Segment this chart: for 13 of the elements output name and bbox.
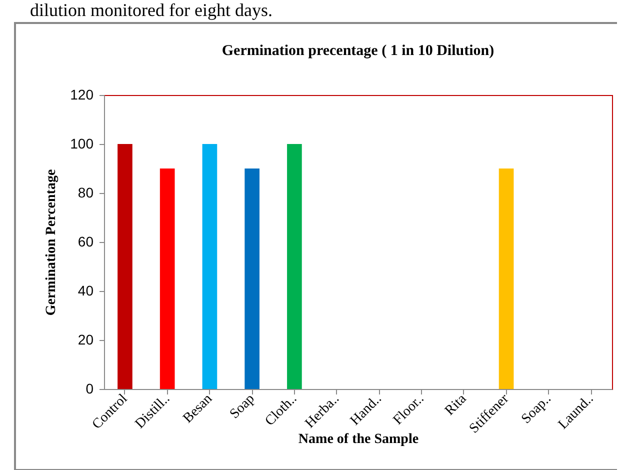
chart-title: Germination precentage ( 1 in 10 Dilution) [222,43,494,59]
y-tick-label: 80 [78,184,94,200]
y-axis-title: Germination Percentage [44,169,60,316]
text: dilution monitored for eight days. [30,0,272,20]
y-tick-label: 20 [78,332,94,348]
x-tick-label: Rita [442,391,470,419]
x-tick-label: Soap [227,392,258,422]
y-tick-label: 120 [70,86,94,102]
y-tick-label: 100 [70,136,94,152]
x-axis-title: Name of the Sample [298,432,419,447]
y-tick-label: 60 [78,234,94,250]
y-tick-label: 0 [86,380,94,396]
y-tick-label: 40 [78,282,94,298]
